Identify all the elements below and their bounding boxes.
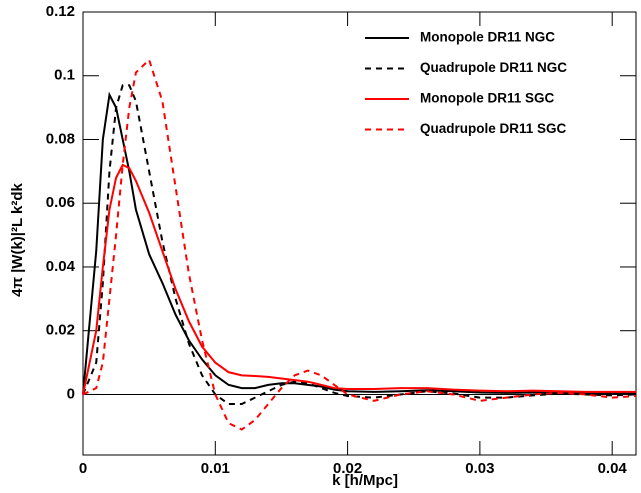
- x-tick-label: 0: [79, 460, 87, 477]
- series-line: [82, 91, 636, 395]
- x-tick-label: 0.03: [465, 460, 494, 477]
- y-tick-label: 0.12: [46, 3, 75, 20]
- x-tick-label: 0.04: [598, 460, 628, 477]
- y-tick-label: 0.1: [54, 67, 75, 84]
- series-line: [82, 84, 637, 406]
- y-tick-label: 0: [67, 385, 75, 402]
- series-line: [82, 57, 637, 431]
- legend-label: Quadrupole DR11 NGC: [420, 60, 567, 75]
- legend-label: Monopole DR11 NGC: [420, 30, 555, 45]
- x-tick-label: 0.01: [201, 460, 230, 477]
- legend-label: Quadrupole DR11 SGC: [420, 121, 567, 136]
- y-tick-label: 0.08: [46, 130, 75, 147]
- plot-frame: [82, 11, 637, 456]
- y-tick-label: 0.04: [46, 258, 76, 275]
- x-tick-label: 0.02: [333, 460, 362, 477]
- x-axis-label: k [h/Mpc]: [332, 472, 398, 489]
- y-tick-label: 0.02: [46, 322, 75, 339]
- y-axis-label: 4π |W(k)|²L k²dk: [9, 182, 26, 296]
- legend-label: Monopole DR11 SGC: [420, 91, 555, 106]
- legend: Monopole DR11 NGC Quadrupole DR11 NGC Mono…: [365, 30, 567, 136]
- series-line: [82, 163, 636, 395]
- y-tick-label: 0.06: [46, 194, 75, 211]
